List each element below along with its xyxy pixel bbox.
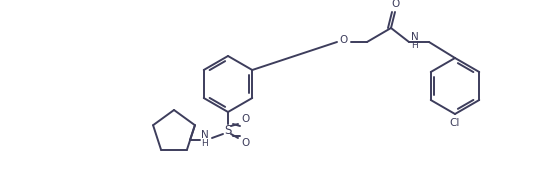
Text: S: S	[224, 123, 232, 136]
Text: H: H	[412, 41, 418, 49]
Text: O: O	[241, 138, 249, 148]
Text: H: H	[201, 139, 208, 148]
Text: N: N	[411, 32, 419, 42]
Text: O: O	[391, 0, 399, 9]
Text: Cl: Cl	[450, 118, 460, 128]
Text: O: O	[340, 35, 348, 45]
Text: N: N	[201, 130, 209, 140]
Text: O: O	[241, 114, 249, 124]
